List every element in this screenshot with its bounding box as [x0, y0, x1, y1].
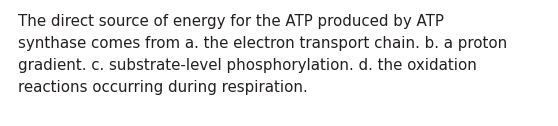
Text: gradient. c. substrate-level phosphorylation. d. the oxidation: gradient. c. substrate-level phosphoryla… [18, 58, 477, 73]
Text: reactions occurring during respiration.: reactions occurring during respiration. [18, 80, 308, 95]
Text: The direct source of energy for the ATP produced by ATP: The direct source of energy for the ATP … [18, 14, 444, 29]
Text: synthase comes from a. the electron transport chain. b. a proton: synthase comes from a. the electron tran… [18, 36, 507, 51]
